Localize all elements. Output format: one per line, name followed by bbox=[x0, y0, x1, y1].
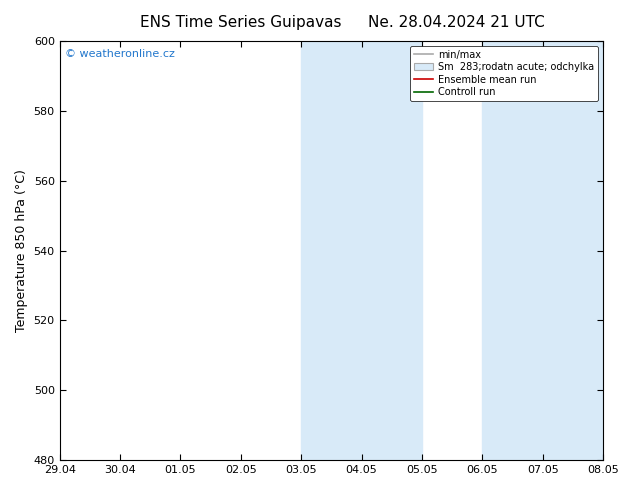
Y-axis label: Temperature 850 hPa (°C): Temperature 850 hPa (°C) bbox=[15, 169, 28, 332]
Text: ENS Time Series Guipavas: ENS Time Series Guipavas bbox=[140, 15, 342, 30]
Bar bbox=[361, 41, 422, 460]
Bar bbox=[543, 41, 603, 460]
Text: © weatheronline.cz: © weatheronline.cz bbox=[65, 49, 175, 59]
Text: Ne. 28.04.2024 21 UTC: Ne. 28.04.2024 21 UTC bbox=[368, 15, 545, 30]
Bar bbox=[301, 41, 361, 460]
Bar bbox=[482, 41, 543, 460]
Legend: min/max, Sm  283;rodatn acute; odchylka, Ensemble mean run, Controll run: min/max, Sm 283;rodatn acute; odchylka, … bbox=[410, 46, 598, 101]
